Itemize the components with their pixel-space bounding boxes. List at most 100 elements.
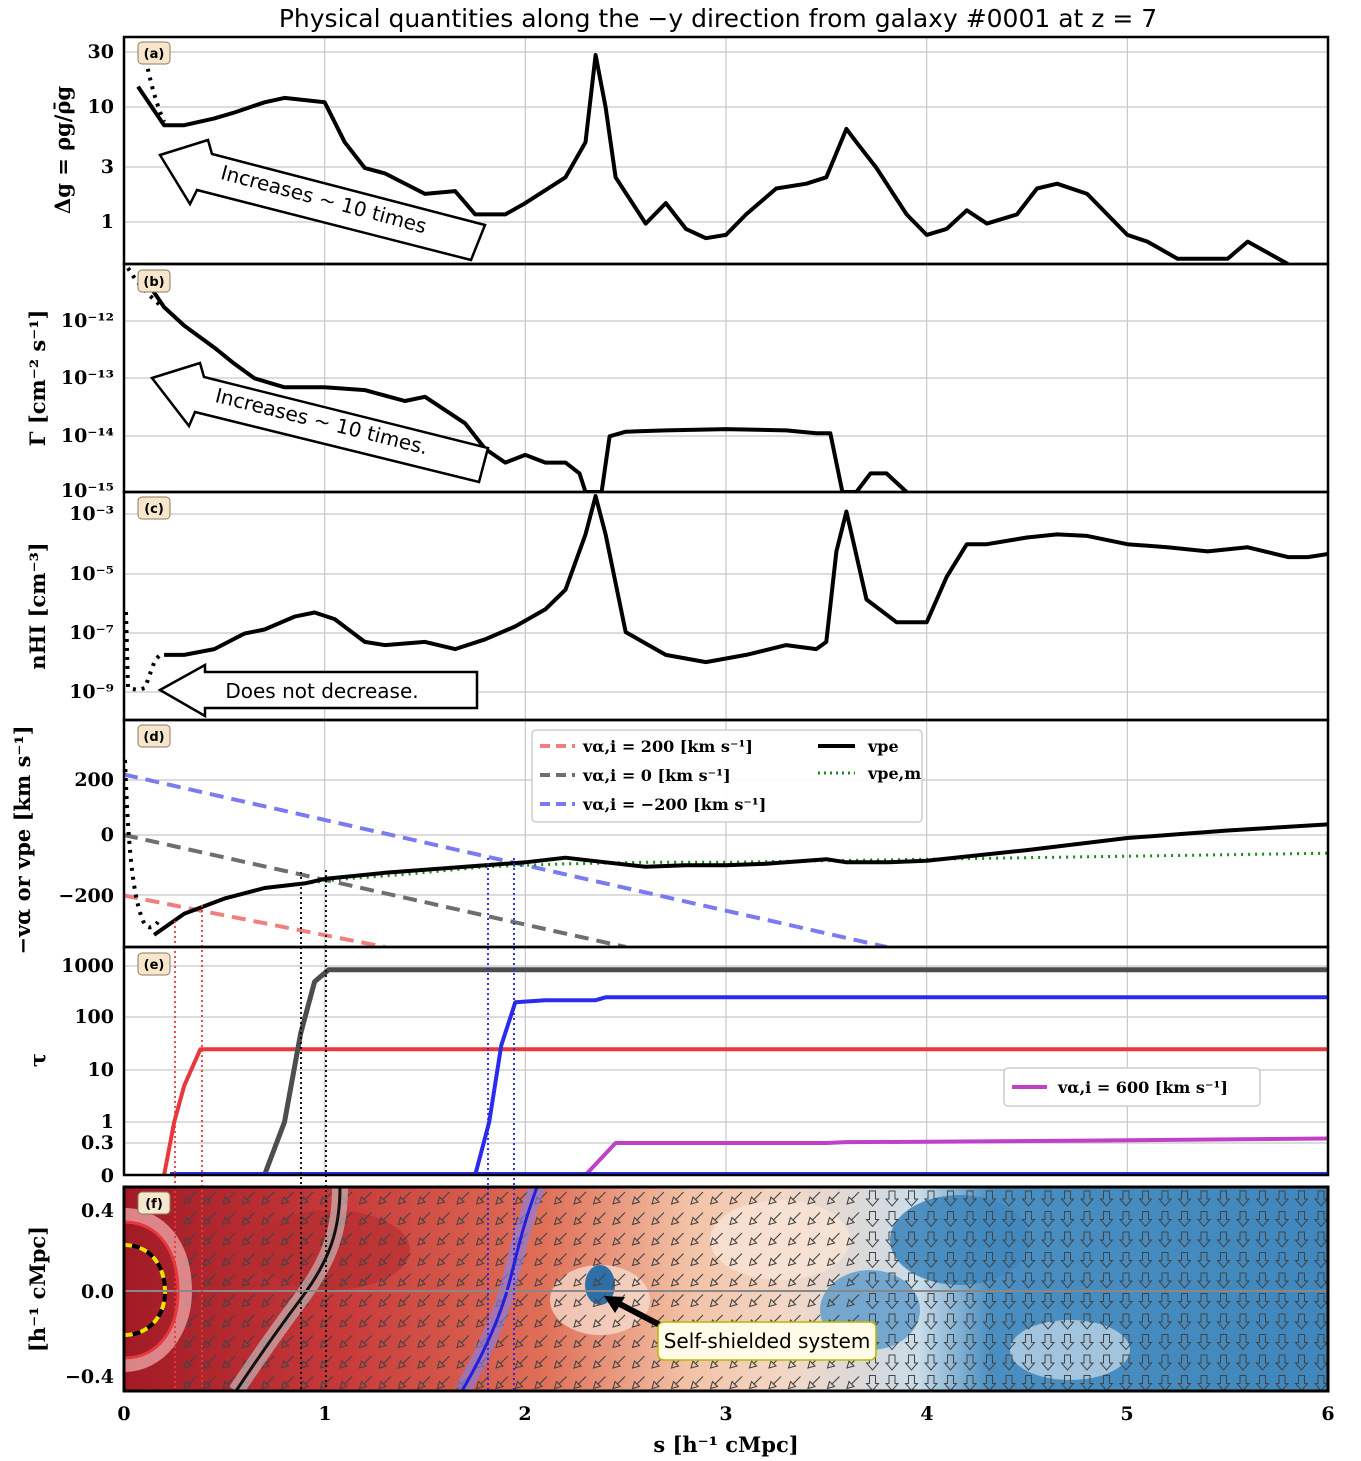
velocity-arrow: [962, 1334, 978, 1351]
velocity-arrow: [1313, 1190, 1328, 1207]
velocity-arrow: [397, 1355, 411, 1369]
velocity-arrow: [378, 1273, 392, 1287]
velocity-arrow: [378, 1294, 392, 1308]
velocity-arrow: [826, 1232, 840, 1246]
velocity-arrow: [670, 1232, 684, 1246]
velocity-arrow: [1216, 1313, 1231, 1330]
velocity-arrow: [1157, 1293, 1173, 1310]
velocity-arrow: [553, 1273, 567, 1287]
velocity-arrow: [670, 1273, 684, 1287]
velocity-arrow: [1294, 1313, 1309, 1330]
velocity-arrow: [358, 1335, 372, 1349]
velocity-arrow: [280, 1294, 294, 1308]
velocity-arrow: [339, 1253, 353, 1267]
velocity-arrow: [1216, 1293, 1231, 1310]
velocity-arrow: [1196, 1313, 1212, 1330]
velocity-arrow: [339, 1376, 353, 1390]
velocity-arrow: [943, 1272, 958, 1289]
velocity-arrow: [1079, 1354, 1095, 1371]
velocity-arrow: [729, 1376, 743, 1390]
velocity-arrow: [1235, 1313, 1251, 1330]
velocity-arrow: [1274, 1252, 1290, 1269]
velocity-arrow: [1196, 1252, 1212, 1269]
velocity-arrow: [612, 1314, 626, 1328]
velocity-arrow: [865, 1190, 880, 1207]
legend-label-vpe: vpe: [867, 737, 899, 756]
velocity-arrow: [1138, 1231, 1153, 1248]
velocity-arrow: [1177, 1190, 1192, 1207]
velocity-arrow: [1354, 1232, 1361, 1247]
velocity-arrow: [456, 1294, 470, 1308]
velocity-arrow: [241, 1212, 255, 1226]
x-tick-labels: 0 1 2 3 4 5 6: [117, 1403, 1334, 1425]
velocity-arrow: [1335, 1191, 1347, 1206]
velocity-arrow: [495, 1191, 509, 1205]
self-shielded-annotation: Self-shielded system: [604, 1296, 877, 1361]
velocity-arrow: [534, 1314, 548, 1328]
velocity-arrow: [1040, 1313, 1056, 1330]
velocity-arrow: [768, 1191, 782, 1205]
velocity-arrow: [670, 1191, 684, 1205]
velocity-arrow: [202, 1335, 216, 1349]
velocity-arrow: [982, 1334, 997, 1351]
velocity-arrow: [573, 1253, 587, 1267]
velocity-arrow: [982, 1190, 997, 1207]
curves: [123, 53, 1328, 1175]
velocity-arrow: [1294, 1252, 1309, 1269]
xtick-3: 3: [719, 1403, 732, 1425]
velocity-arrow: [1313, 1252, 1328, 1269]
velocity-arrow: [1235, 1334, 1251, 1351]
velocity-arrow: [553, 1335, 567, 1349]
velocity-arrow: [1060, 1313, 1075, 1330]
velocity-arrow: [1060, 1190, 1075, 1207]
velocity-arrow: [1274, 1293, 1290, 1310]
velocity-arrow: [417, 1376, 431, 1390]
velocity-arrow: [222, 1191, 236, 1205]
velocity-arrow: [436, 1232, 450, 1246]
velocity-arrow: [1060, 1354, 1075, 1371]
velocity-arrow: [943, 1334, 958, 1351]
velocity-arrow: [553, 1212, 567, 1226]
velocity-arrow: [358, 1191, 372, 1205]
velocity-arrow: [358, 1232, 372, 1246]
velocity-arrow: [300, 1355, 314, 1369]
velocity-arrow: [378, 1314, 392, 1328]
velocity-arrow: [1354, 1273, 1361, 1288]
velocity-arrow: [807, 1191, 821, 1205]
velocity-arrow: [982, 1272, 997, 1289]
velocity-arrow: [553, 1376, 567, 1390]
ytick-f-0: 0.4: [81, 1200, 114, 1222]
panel-b-tag: (b): [143, 275, 164, 290]
y-tick-labels: 30 10 3 1 10⁻¹² 10⁻¹³ 10⁻¹⁴ 10⁻¹⁵ 10⁻³ 1…: [58, 41, 114, 1388]
velocity-arrow: [456, 1273, 470, 1287]
velocity-arrow: [592, 1376, 606, 1390]
velocity-arrow: [456, 1314, 470, 1328]
velocity-arrow: [1040, 1272, 1056, 1289]
velocity-arrow: [436, 1335, 450, 1349]
velocity-arrow: [1235, 1231, 1251, 1248]
ytick-b-3: 10⁻¹⁵: [61, 480, 114, 502]
velocity-arrow: [1274, 1272, 1290, 1289]
velocity-arrow: [1079, 1252, 1095, 1269]
velocity-arrow: [553, 1253, 567, 1267]
velocity-arrow: [1274, 1231, 1290, 1248]
velocity-arrow: [1216, 1375, 1231, 1391]
gridlines: [124, 37, 1328, 1175]
velocity-arrow: [1001, 1334, 1017, 1351]
velocity-arrow: [339, 1355, 353, 1369]
ytick-c-0: 10⁻³: [69, 503, 114, 525]
velocity-arrow: [456, 1253, 470, 1267]
velocity-arrow: [846, 1376, 860, 1390]
ylabel-f: [h⁻¹ cMpc]: [25, 1226, 50, 1352]
velocity-arrow: [962, 1252, 978, 1269]
panel-tags: (a) (b) (c) (d) (e) (f): [137, 41, 171, 1215]
velocity-arrow: [1138, 1334, 1153, 1351]
velocity-arrow: [1001, 1313, 1017, 1330]
velocity-arrow: [417, 1294, 431, 1308]
velocity-arrow: [1138, 1190, 1153, 1207]
velocity-arrow: [1235, 1354, 1251, 1371]
velocity-arrow: [280, 1355, 294, 1369]
velocity-arrow: [1274, 1190, 1290, 1207]
velocity-arrow: [1157, 1252, 1173, 1269]
